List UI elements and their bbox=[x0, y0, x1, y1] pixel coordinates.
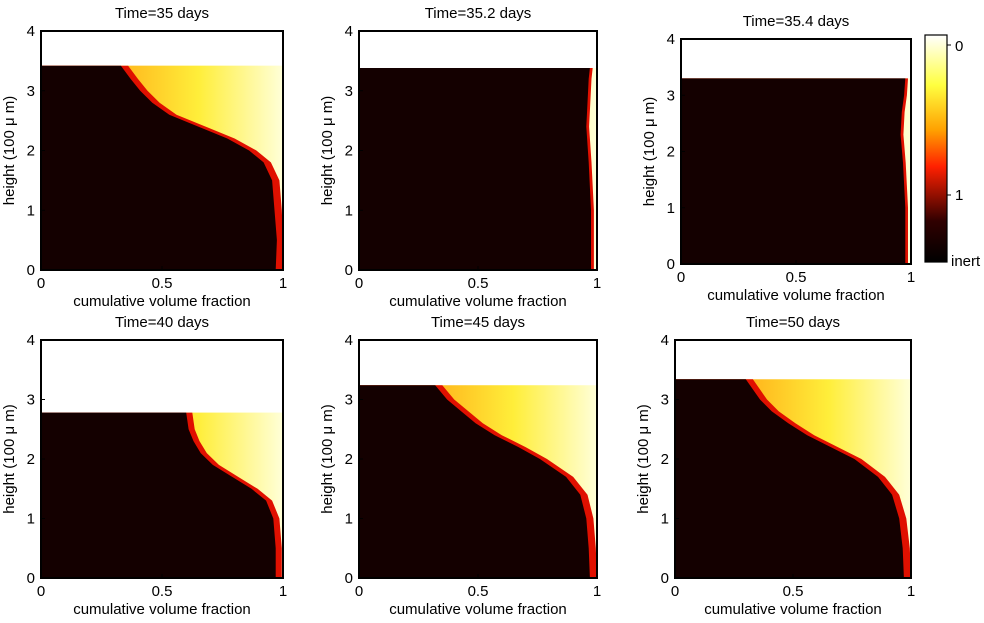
y-tick-label: 0 bbox=[667, 256, 675, 273]
panel-5: 0 1 2 3 4 0 0.5 1 Time=45 days cumulative volume … bbox=[319, 314, 601, 618]
y-tick-label: 2 bbox=[27, 143, 35, 160]
x-axis-label: cumulative volume fraction bbox=[73, 601, 251, 618]
y-tick-label: 0 bbox=[661, 570, 669, 587]
panel-title: Time=35.2 days bbox=[425, 5, 532, 22]
x-tick-label: 0.5 bbox=[783, 583, 804, 600]
panel-2: 0 1 2 3 4 0 0.5 1 Time=35.2 days cumulative volum… bbox=[319, 5, 601, 310]
inert-region bbox=[681, 78, 906, 265]
colorbar-label-0: 0 bbox=[955, 38, 963, 55]
x-tick-label: 0.5 bbox=[468, 275, 489, 292]
y-tick-label: 3 bbox=[661, 392, 669, 409]
panel-1: 0 1 2 3 4 0 0.5 1 Time=35 days cumulative volume … bbox=[1, 5, 287, 310]
y-tick-label: 4 bbox=[27, 332, 35, 349]
x-tick-label: 0 bbox=[37, 275, 45, 292]
inert-region bbox=[41, 65, 277, 270]
y-axis-label: height (100 μ m) bbox=[319, 404, 336, 514]
y-axis-label: height (100 μ m) bbox=[641, 97, 658, 207]
x-tick-label: 0 bbox=[677, 269, 685, 286]
x-tick-label: 1 bbox=[279, 583, 287, 600]
x-axis-label: cumulative volume fraction bbox=[73, 293, 251, 310]
panel-title: Time=35 days bbox=[115, 5, 209, 22]
panel-title: Time=50 days bbox=[746, 314, 840, 331]
x-axis-label: cumulative volume fraction bbox=[389, 601, 567, 618]
y-tick-label: 1 bbox=[345, 202, 353, 219]
inert-region bbox=[41, 412, 276, 578]
x-tick-label: 1 bbox=[593, 275, 601, 292]
y-tick-label: 1 bbox=[661, 511, 669, 528]
y-tick-label: 1 bbox=[667, 200, 675, 217]
inert-region bbox=[675, 379, 904, 578]
panel-title: Time=45 days bbox=[431, 314, 525, 331]
y-tick-label: 4 bbox=[345, 23, 353, 40]
y-tick-label: 3 bbox=[345, 392, 353, 409]
panel-title: Time=35.4 days bbox=[743, 13, 850, 30]
x-tick-label: 0.5 bbox=[152, 583, 173, 600]
y-tick-label: 3 bbox=[27, 83, 35, 100]
x-tick-label: 0 bbox=[355, 583, 363, 600]
y-tick-label: 2 bbox=[667, 144, 675, 161]
x-tick-label: 0.5 bbox=[468, 583, 489, 600]
x-tick-label: 1 bbox=[907, 269, 915, 286]
inert-region bbox=[359, 68, 591, 270]
y-tick-label: 0 bbox=[345, 570, 353, 587]
y-axis-label: height (100 μ m) bbox=[635, 404, 652, 514]
y-tick-label: 3 bbox=[27, 392, 35, 409]
y-tick-label: 1 bbox=[345, 511, 353, 528]
y-tick-label: 3 bbox=[345, 83, 353, 100]
panel-3: 0 1 2 3 4 0 0.5 1 Time=35.4 days cumulative volum… bbox=[641, 13, 915, 304]
x-tick-label: 1 bbox=[279, 275, 287, 292]
y-tick-label: 0 bbox=[27, 262, 35, 279]
x-axis-label: cumulative volume fraction bbox=[707, 287, 885, 304]
y-tick-label: 2 bbox=[27, 451, 35, 468]
colorbar-label-1: 1 bbox=[955, 187, 963, 204]
y-tick-label: 4 bbox=[667, 31, 675, 48]
y-tick-label: 0 bbox=[345, 262, 353, 279]
y-tick-label: 4 bbox=[661, 332, 669, 349]
panel-title: Time=40 days bbox=[115, 314, 209, 331]
colorbar-gradient bbox=[924, 34, 948, 263]
y-tick-label: 1 bbox=[27, 511, 35, 528]
y-tick-label: 3 bbox=[667, 87, 675, 104]
y-tick-label: 0 bbox=[27, 570, 35, 587]
x-tick-label: 1 bbox=[593, 583, 601, 600]
x-tick-label: 0.5 bbox=[786, 269, 807, 286]
y-tick-label: 4 bbox=[345, 332, 353, 349]
x-tick-label: 0 bbox=[355, 275, 363, 292]
y-tick-label: 2 bbox=[661, 451, 669, 468]
x-tick-label: 0.5 bbox=[152, 275, 173, 292]
y-tick-label: 2 bbox=[345, 451, 353, 468]
x-axis-label: cumulative volume fraction bbox=[704, 601, 882, 618]
panel-4: 0 1 2 3 4 0 0.5 1 Time=40 days cumulative volume … bbox=[1, 314, 287, 618]
colorbar-label-inert: inert bbox=[951, 253, 981, 270]
inert-region bbox=[359, 385, 590, 578]
y-axis-label: height (100 μ m) bbox=[1, 404, 18, 514]
x-tick-label: 0 bbox=[671, 583, 679, 600]
x-axis-label: cumulative volume fraction bbox=[389, 293, 567, 310]
y-tick-label: 1 bbox=[27, 202, 35, 219]
x-tick-label: 0 bbox=[37, 583, 45, 600]
panel-6: 0 1 2 3 4 0 0.5 1 Time=50 days cumulative volume … bbox=[635, 314, 915, 618]
x-tick-label: 1 bbox=[907, 583, 915, 600]
y-tick-label: 2 bbox=[345, 143, 353, 160]
y-tick-label: 4 bbox=[27, 23, 35, 40]
colorbar: 0 1 inert bbox=[924, 34, 981, 270]
y-axis-label: height (100 μ m) bbox=[1, 96, 18, 206]
y-axis-label: height (100 μ m) bbox=[319, 96, 336, 206]
